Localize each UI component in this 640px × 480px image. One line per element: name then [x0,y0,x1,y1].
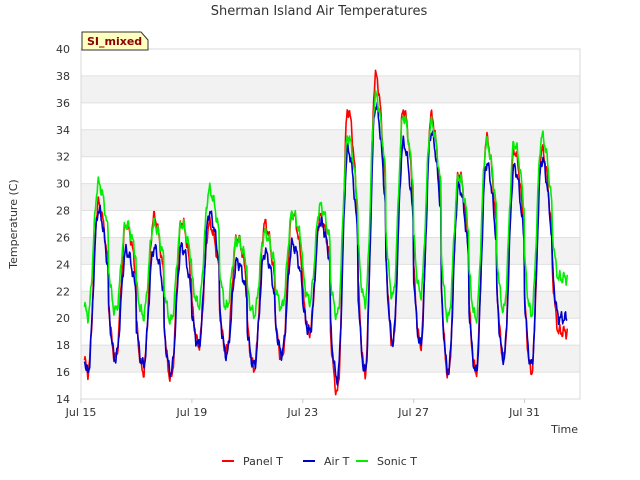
x-tick-label: Jul 23 [286,406,318,419]
series-lines [83,69,569,396]
y-tick-label: 32 [56,151,70,164]
chart-title: Sherman Island Air Temperatures [211,4,428,19]
y-tick-label: 38 [56,70,70,83]
x-axis-label: Time [550,423,578,436]
x-tick-label: Jul 27 [397,406,429,419]
legend-label: Panel T [243,455,283,468]
x-tick-label: Jul 15 [65,406,97,419]
y-tick-label: 34 [56,124,70,137]
grid-band [81,75,580,103]
y-tick-label: 30 [56,178,70,191]
grid-band [81,129,580,157]
y-tick-labels: 14 16 18 20 22 24 26 28 30 32 34 36 38 40 [56,43,70,406]
y-tick-label: 40 [56,43,70,56]
legend-label: Air T [324,455,350,468]
series-line-sonic-t [83,89,569,325]
y-tick-label: 22 [56,285,70,298]
y-tick-label: 24 [56,258,70,271]
y-axis-label: Temperature (C) [7,179,20,269]
y-tick-label: 20 [56,312,70,325]
y-tick-label: 14 [56,393,70,406]
legend: Panel T Air T Sonic T [222,455,417,468]
x-tick-label: Jul 19 [176,406,208,419]
x-tick-label: Jul 31 [508,406,540,419]
grid-band [81,345,580,373]
y-tick-label: 26 [56,231,70,244]
grid-band [81,183,580,211]
series-line-air-t [83,101,568,386]
x-tick-labels: Jul 15 Jul 19 Jul 23 Jul 27 Jul 31 [65,399,540,419]
y-tick-label: 28 [56,205,70,218]
legend-label: Sonic T [377,455,417,468]
site-badge-box [81,31,149,51]
plot-frame [80,48,581,400]
y-tick-label: 18 [56,339,70,352]
y-tick-label: 36 [56,97,70,110]
site-badge-label: SI_mixed [87,35,142,48]
y-tick-label: 16 [56,366,70,379]
site-badge: SI_mixed [81,31,149,51]
